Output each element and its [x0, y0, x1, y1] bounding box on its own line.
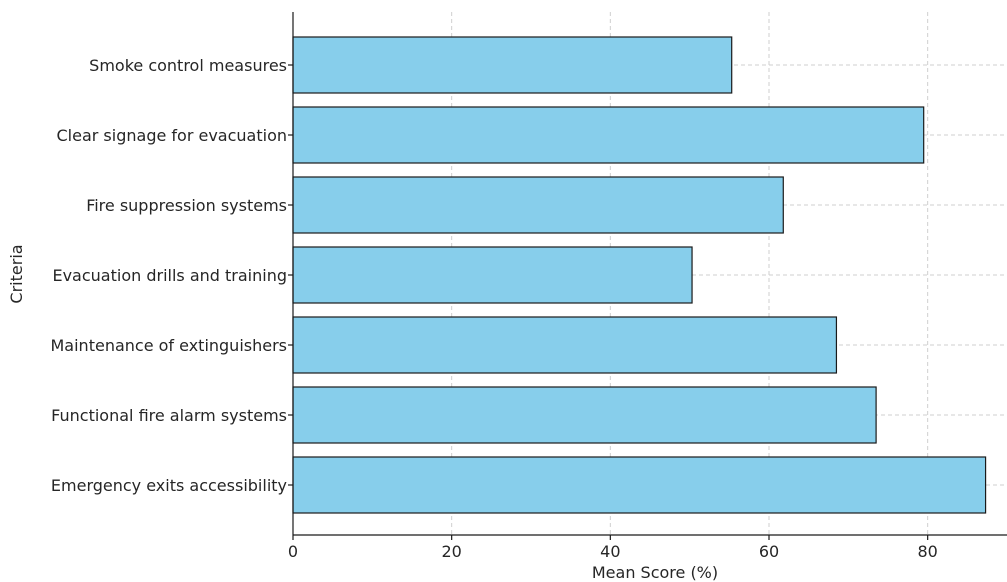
category-label: Fire suppression systems — [86, 196, 287, 215]
bar — [292, 106, 925, 164]
bar — [292, 456, 987, 514]
axis-layer — [292, 12, 1007, 536]
category-label: Emergency exits accessibility — [51, 476, 287, 495]
x-tick-label: 60 — [759, 542, 779, 561]
bar — [292, 36, 733, 94]
bar — [292, 246, 693, 304]
category-label: Clear signage for evacuation — [57, 126, 288, 145]
y-axis-label: Criteria — [7, 244, 26, 303]
category-label-layer: Smoke control measures Clear signage for … — [51, 56, 288, 495]
bar-layer — [292, 36, 987, 514]
x-axis-label: Mean Score (%) — [592, 563, 718, 582]
x-tick-label: 80 — [917, 542, 937, 561]
category-label: Maintenance of extinguishers — [51, 336, 288, 355]
bar — [292, 386, 877, 444]
bar — [292, 316, 838, 374]
category-label: Evacuation drills and training — [52, 266, 287, 285]
tick-layer: 0 20 40 60 80 — [288, 64, 938, 561]
x-tick-label: 0 — [288, 542, 298, 561]
bar — [292, 176, 784, 234]
category-label: Functional fire alarm systems — [51, 406, 287, 425]
category-label: Smoke control measures — [89, 56, 287, 75]
x-tick-label: 40 — [600, 542, 620, 561]
x-tick-label: 20 — [441, 542, 461, 561]
